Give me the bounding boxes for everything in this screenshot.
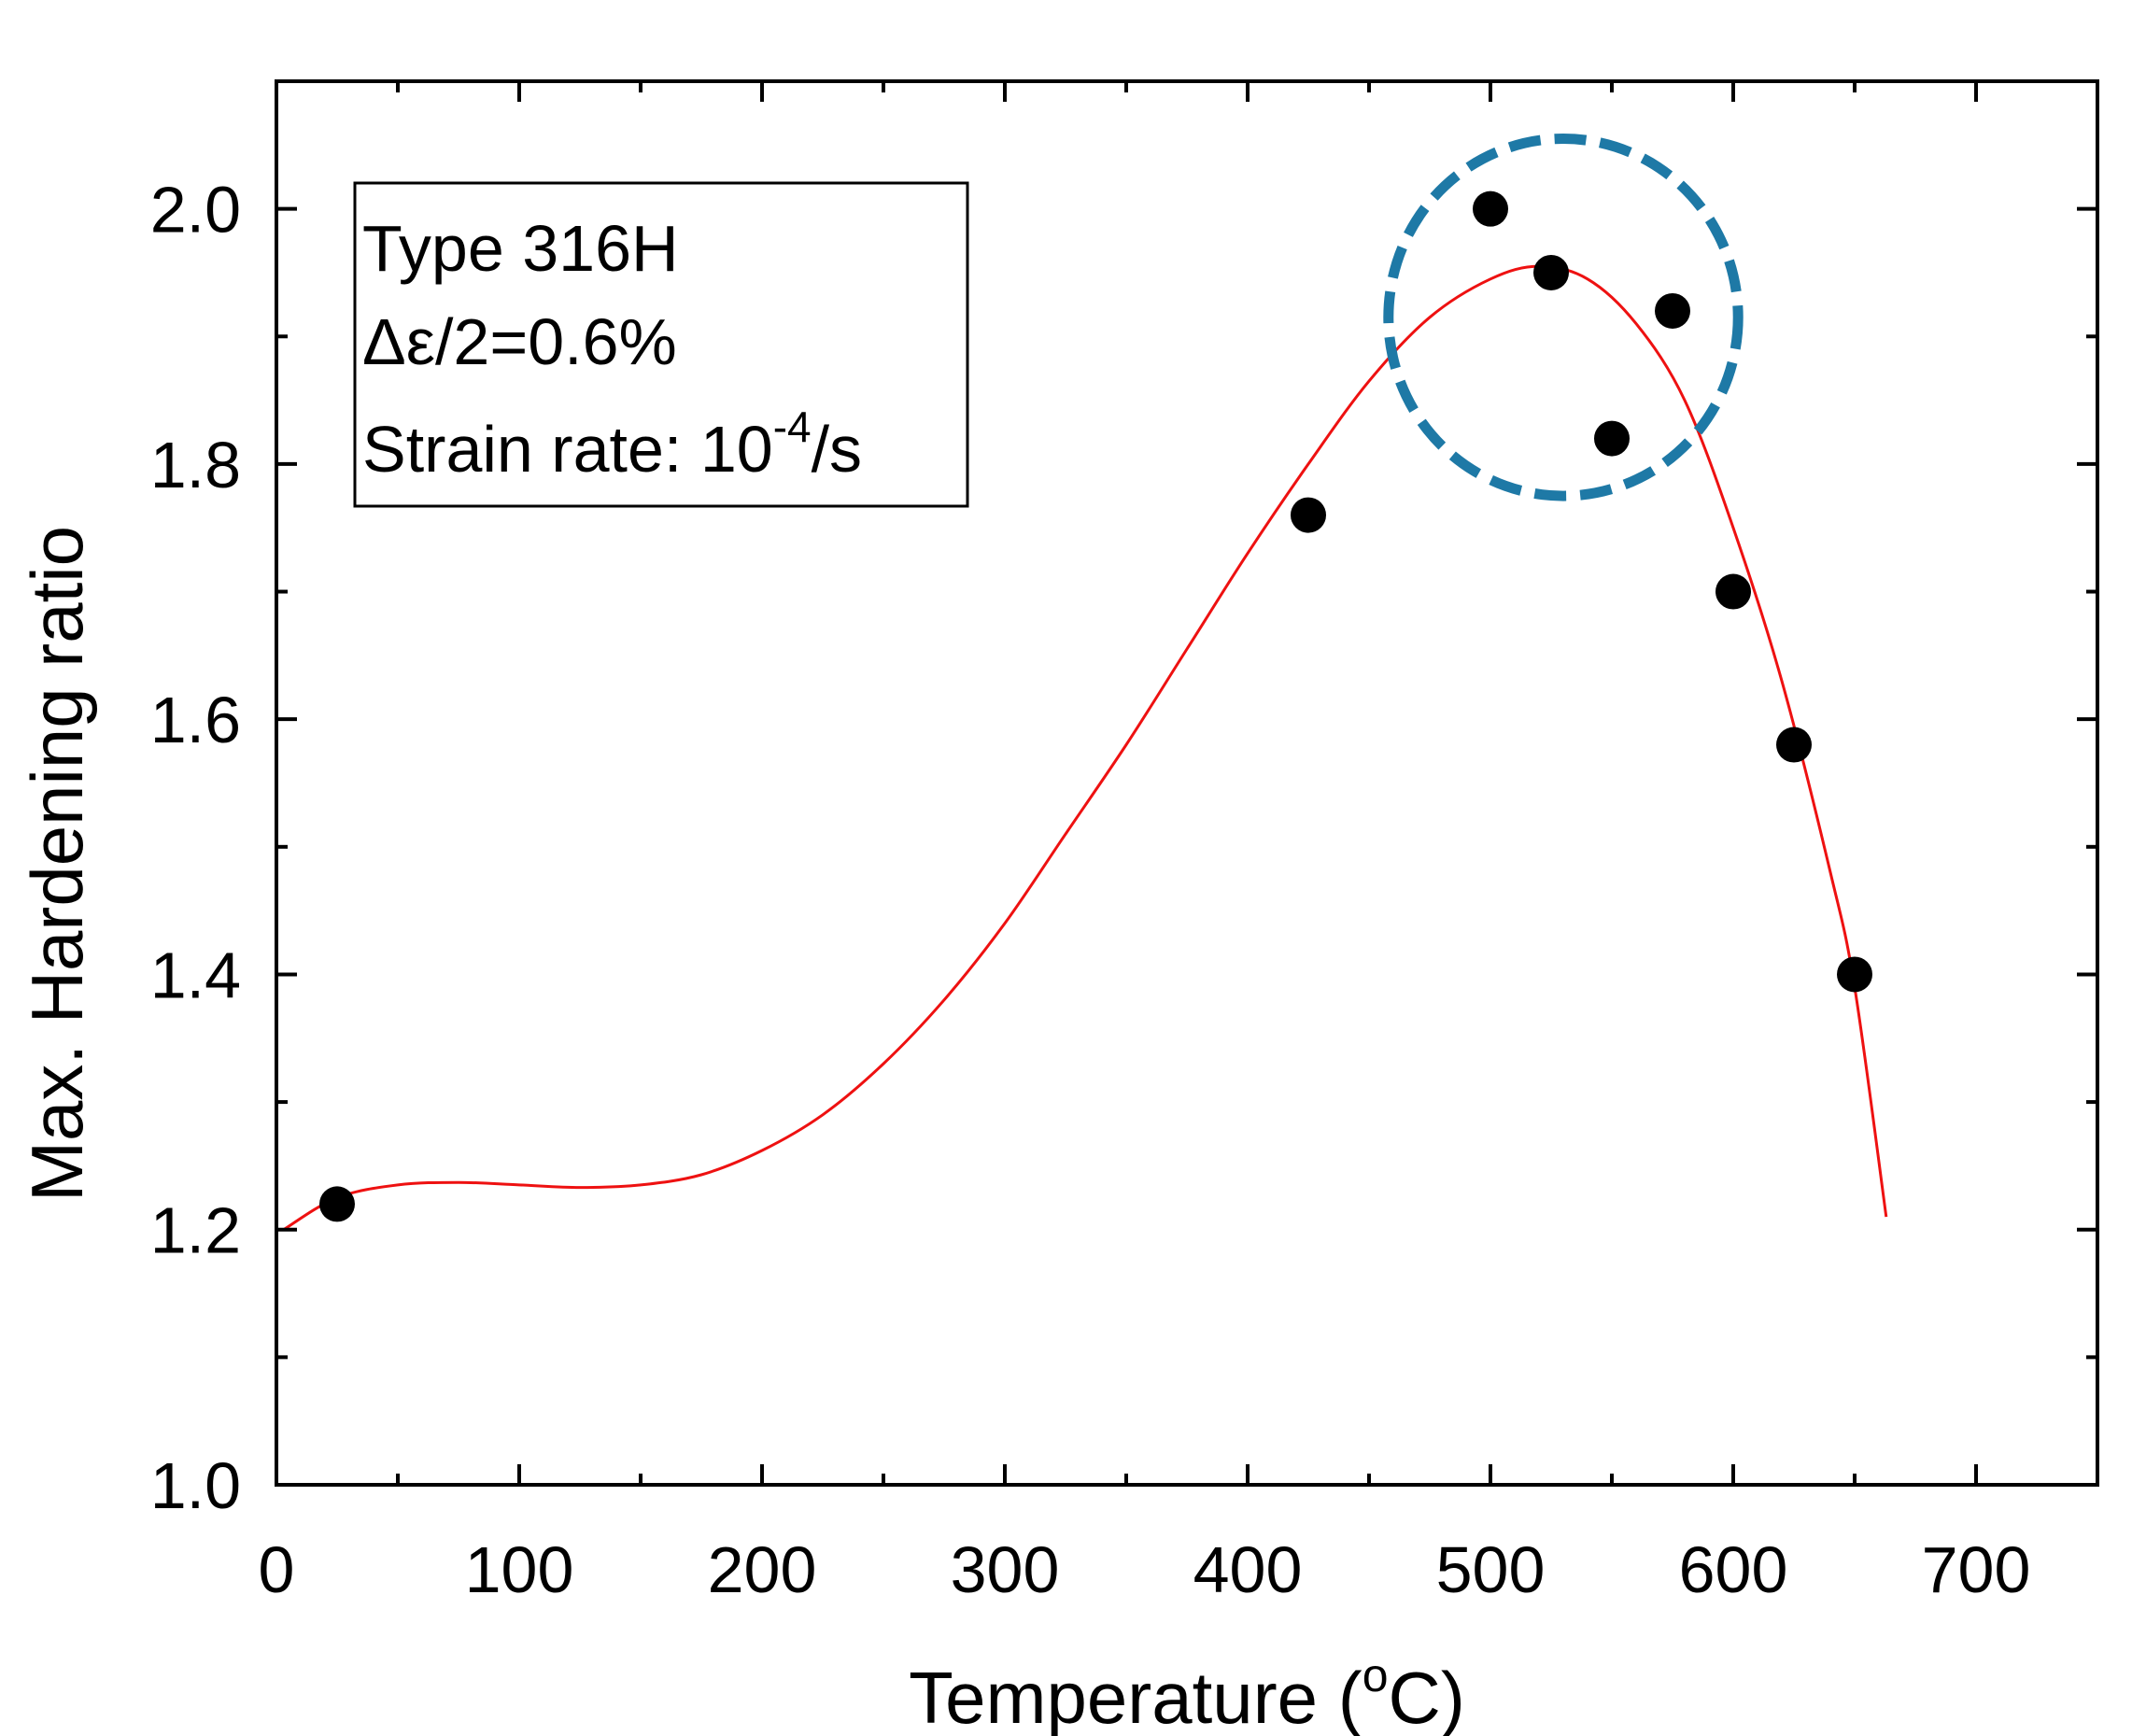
y-axis-title: Max. Hardening ratio bbox=[16, 526, 98, 1202]
annotation-box-frame bbox=[353, 181, 969, 508]
axis-tick-labels: 0 100 200 300 400 500 600 700 1.0 1.2 1.4 1.6 1.8 2.0 bbox=[150, 174, 2031, 1606]
y-tick-label: 1.4 bbox=[150, 939, 241, 1011]
x-tick-label: 500 bbox=[1436, 1533, 1546, 1606]
x-tick-label: 100 bbox=[465, 1533, 574, 1606]
plot-frame bbox=[275, 79, 2099, 1487]
annotation-strain-amplitude: Δε/2=0.6% bbox=[362, 305, 677, 378]
y-tick-label: 1.2 bbox=[150, 1194, 241, 1267]
data-point bbox=[1291, 497, 1326, 533]
data-points bbox=[319, 191, 1872, 1222]
annotation-strain-rate-tail: /s bbox=[812, 413, 862, 486]
y-tick-label: 2.0 bbox=[150, 174, 241, 247]
x-axis-title-degree: o bbox=[1363, 1649, 1389, 1701]
x-tick-label: 600 bbox=[1679, 1533, 1788, 1606]
data-point bbox=[1594, 420, 1630, 457]
data-point bbox=[1715, 573, 1751, 610]
annotation-strain-rate-base: Strain rate: 10 bbox=[362, 413, 773, 486]
x-tick-label: 400 bbox=[1193, 1533, 1303, 1606]
data-point bbox=[1776, 727, 1812, 763]
data-point bbox=[319, 1186, 355, 1222]
x-tick-label: 300 bbox=[951, 1533, 1060, 1606]
x-axis-title-label: Temperature bbox=[909, 1657, 1318, 1736]
axis-ticks bbox=[275, 81, 2099, 1487]
x-axis-title-unit-close: C) bbox=[1389, 1657, 1465, 1736]
x-axis-title-unit-open: ( bbox=[1318, 1657, 1363, 1736]
y-tick-label: 1.6 bbox=[150, 684, 241, 756]
x-tick-label: 700 bbox=[1922, 1533, 2031, 1606]
data-point bbox=[1655, 292, 1690, 329]
x-tick-label: 200 bbox=[708, 1533, 817, 1606]
y-tick-label: 1.8 bbox=[150, 429, 241, 501]
data-point bbox=[1473, 191, 1508, 227]
x-axis-title: Temperature (oC) bbox=[909, 1649, 1465, 1736]
y-tick-label: 1.0 bbox=[150, 1449, 241, 1522]
annotation-strain-rate: Strain rate: 10-4/s bbox=[362, 402, 862, 486]
annotation-strain-rate-exponent: -4 bbox=[773, 402, 812, 451]
x-tick-label: 0 bbox=[259, 1533, 295, 1606]
annotation-material: Type 316H bbox=[362, 212, 679, 285]
annotation-box: Type 316H Δε/2=0.6% Strain rate: 10-4/s bbox=[353, 181, 969, 508]
highlight-dashed-circle bbox=[1383, 133, 1744, 501]
data-point bbox=[1837, 956, 1872, 993]
fit-curve-line bbox=[283, 264, 1888, 1231]
data-point bbox=[1533, 254, 1569, 290]
